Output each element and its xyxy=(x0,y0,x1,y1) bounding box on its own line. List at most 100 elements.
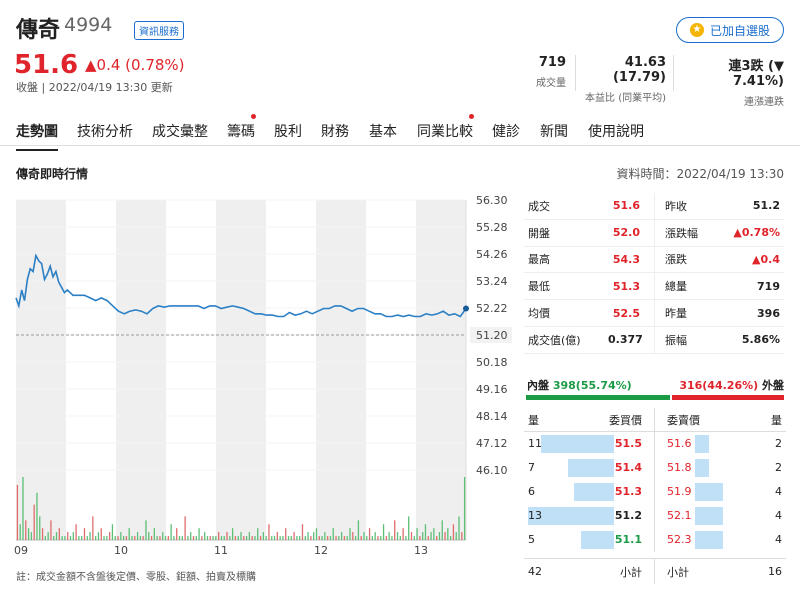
quote-value: 51.3 xyxy=(612,279,640,293)
quote-label: 最低 xyxy=(528,280,550,294)
quote-row: 最高 54.3 漲跌 ▲0.4 xyxy=(524,246,784,274)
tab-bar: 走勢圖 技術分析 成交彙整 籌碼 股利 財務 基本 同業比較 健診 新聞 使用說… xyxy=(0,114,800,151)
ask-price: 51.9 xyxy=(667,485,692,498)
quote-value: 52.5 xyxy=(612,306,640,320)
quote-label: 開盤 xyxy=(528,226,550,240)
last-point xyxy=(463,305,469,312)
quote-label: 漲跌 xyxy=(665,253,687,267)
y-tick-label: 55.28 xyxy=(476,221,508,234)
update-time: 收盤 | 2022/04/19 13:30 更新 xyxy=(16,81,173,94)
tab-trend[interactable]: 走勢圖 xyxy=(16,121,58,151)
quote-label: 最高 xyxy=(528,253,550,267)
watchlist-button[interactable]: ★ 已加自選股 xyxy=(676,17,784,43)
new-dot xyxy=(469,114,474,119)
tab-diagnosis[interactable]: 健診 xyxy=(492,124,520,140)
section-title: 傳奇即時行情 xyxy=(16,167,89,181)
stat-value: 41.63 (17.79) xyxy=(612,55,666,85)
inner-bar xyxy=(526,395,670,400)
y-tick-label: 46.10 xyxy=(476,464,508,477)
inner-label: 內盤 398(55.74%) xyxy=(527,377,632,393)
quote-value: 719 xyxy=(757,279,780,293)
inner-label-text: 內盤 xyxy=(527,379,549,392)
intraday-chart[interactable]: 56.30 55.28 54.26 53.24 52.22 51.20 50.18 49.16… xyxy=(0,190,520,560)
bid-depth-bar xyxy=(541,435,614,453)
orderbook-header: 量 委買價 委賣價 量 xyxy=(524,408,786,432)
bid-price: 51.1 xyxy=(614,533,642,546)
new-dot xyxy=(251,114,256,119)
outer-label: 316(44.26%) 外盤 xyxy=(650,377,784,393)
ask-cell: 52.3 4 xyxy=(655,531,786,549)
header-ask-price: 委賣價 xyxy=(667,413,700,427)
quote-value: 396 xyxy=(757,306,780,320)
quote-label: 振幅 xyxy=(665,333,687,347)
x-tick-label: 10 xyxy=(114,544,128,557)
y-tick-label: 47.12 xyxy=(476,437,508,450)
x-tick-label: 11 xyxy=(214,544,228,557)
stat-label: 連漲連跌 xyxy=(744,97,784,108)
hour-band xyxy=(16,200,66,540)
bid-price: 51.5 xyxy=(614,437,642,450)
quote-value: 54.3 xyxy=(612,252,640,266)
quote-label: 昨量 xyxy=(665,307,687,321)
quote-table: 成交 51.6 昨收 51.2 開盤 52.0 漲跌幅 ▲0.78% 最高 54… xyxy=(524,193,784,354)
ask-price: 52.1 xyxy=(667,509,692,522)
tab-trades[interactable]: 成交彙整 xyxy=(152,124,208,140)
tab-technical[interactable]: 技術分析 xyxy=(77,124,133,140)
y-tick-label: 51.20 xyxy=(476,329,508,342)
tab-basic[interactable]: 基本 xyxy=(369,124,397,140)
orderbook-row: 13 51.2 52.1 4 xyxy=(524,504,786,528)
ask-depth-bar xyxy=(695,483,723,501)
x-tick-label: 13 xyxy=(414,544,428,557)
ask-price: 51.8 xyxy=(667,461,692,474)
pressure-bar xyxy=(526,395,784,400)
order-book: 量 委買價 委賣價 量 11 51.5 51.6 2 7 51.4 51.8 2 xyxy=(524,408,786,584)
y-tick-label: 49.16 xyxy=(476,383,508,396)
quote-label: 均價 xyxy=(528,307,550,321)
tab-dividend[interactable]: 股利 xyxy=(274,124,302,140)
inner-value: 398(55.74%) xyxy=(552,379,632,392)
ref-label-bg xyxy=(470,327,512,343)
ask-depth-bar xyxy=(695,507,723,525)
quote-value: ▲0.78% xyxy=(733,226,780,240)
price-line xyxy=(15,253,467,318)
header-ask-qty: 量 xyxy=(771,413,782,427)
header-bid-price: 委買價 xyxy=(609,413,642,427)
bid-total-label: 小計 xyxy=(620,565,642,579)
ask-qty: 4 xyxy=(775,509,782,522)
y-tick-label: 54.26 xyxy=(476,248,508,261)
quote-label: 昨收 xyxy=(665,199,687,213)
hour-band xyxy=(216,200,266,540)
data-time: 資料時間：2022/04/19 13:30 xyxy=(616,167,784,181)
bid-cell: 11 51.5 xyxy=(524,435,642,453)
orderbook-row: 6 51.3 51.9 4 xyxy=(524,480,786,504)
quote-row: 均價 52.5 昨量 396 xyxy=(524,300,784,327)
bid-qty: 13 xyxy=(528,509,542,522)
quote-value: 0.377 xyxy=(608,333,643,347)
tab-news[interactable]: 新聞 xyxy=(540,124,568,140)
last-price: 51.6 xyxy=(14,50,79,80)
bid-cell: 6 51.3 xyxy=(524,483,642,501)
tab-help[interactable]: 使用說明 xyxy=(588,124,644,140)
x-tick-label: 12 xyxy=(314,544,328,557)
industry-tag[interactable]: 資訊服務 xyxy=(134,21,184,40)
watchlist-label: 已加自選股 xyxy=(709,23,770,38)
outer-bar xyxy=(671,395,784,400)
stock-code: 4994 xyxy=(64,14,113,36)
footnote: 註：成交金額不含盤後定價、零股、鉅額、拍賣及標購 xyxy=(16,572,256,583)
tab-finance[interactable]: 財務 xyxy=(321,124,349,140)
stock-name: 傳奇 xyxy=(16,18,61,43)
divider xyxy=(673,55,674,91)
y-tick-label: 53.24 xyxy=(476,275,508,288)
quote-value: 51.6 xyxy=(612,199,640,213)
hour-band xyxy=(116,200,166,540)
bid-depth-bar xyxy=(574,483,614,501)
quote-value: 52.0 xyxy=(612,226,640,240)
divider xyxy=(575,55,576,91)
ask-cell: 52.1 4 xyxy=(655,507,786,525)
ask-qty: 2 xyxy=(775,461,782,474)
orderbook-row: 5 51.1 52.3 4 xyxy=(524,528,786,552)
tab-peer[interactable]: 同業比較 xyxy=(417,124,473,140)
tab-chips[interactable]: 籌碼 xyxy=(227,124,255,140)
bid-qty: 5 xyxy=(528,533,535,546)
ask-qty: 4 xyxy=(775,533,782,546)
